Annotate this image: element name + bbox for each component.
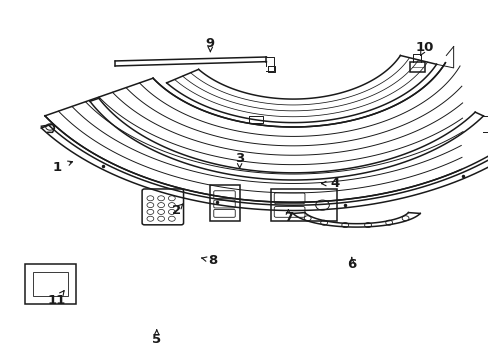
Text: 8: 8 [208, 254, 217, 267]
Text: 3: 3 [235, 152, 244, 165]
Text: 6: 6 [346, 258, 356, 271]
FancyBboxPatch shape [213, 200, 235, 208]
Bar [409, 62, 424, 72]
Text: 10: 10 [415, 41, 433, 54]
Bar [33, 272, 68, 296]
Text: 7: 7 [283, 211, 292, 224]
Text: 5: 5 [152, 333, 161, 346]
FancyBboxPatch shape [142, 189, 183, 225]
FancyBboxPatch shape [274, 207, 305, 217]
Text: 4: 4 [329, 177, 339, 190]
FancyBboxPatch shape [213, 210, 235, 217]
FancyBboxPatch shape [213, 191, 235, 199]
Bar [271, 189, 336, 221]
Text: 1: 1 [52, 161, 61, 174]
Bar [210, 185, 239, 221]
Text: 2: 2 [171, 204, 181, 217]
Bar [25, 264, 76, 304]
Text: 9: 9 [205, 37, 215, 50]
Text: 11: 11 [47, 294, 66, 307]
FancyBboxPatch shape [274, 193, 305, 204]
